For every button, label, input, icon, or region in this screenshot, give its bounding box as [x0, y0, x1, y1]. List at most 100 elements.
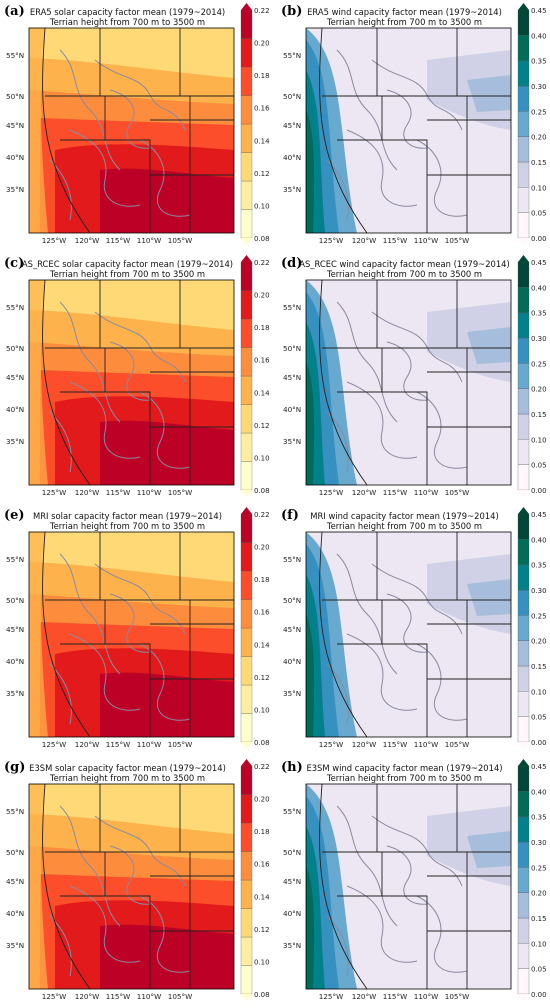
colorbar-swatch — [240, 318, 253, 348]
terrain-contour — [386, 89, 428, 149]
state-border — [60, 643, 151, 737]
colorbar-tick-label: 0.15 — [531, 411, 547, 419]
lon-label: 110°W — [414, 488, 438, 497]
map-subtitle: Terrian height from 700 m to 3500 m — [49, 773, 206, 783]
colorbar-tick-label: 0.10 — [531, 940, 547, 948]
ocean-band — [29, 784, 48, 989]
map-title: ERA5 wind capacity factor mean (1979~201… — [307, 7, 502, 17]
colorbar-swatch — [240, 936, 253, 966]
map-subtitle: Terrian height from 700 m to 3500 m — [49, 17, 206, 27]
colorbar-swatch — [517, 85, 530, 112]
terrain-contour — [416, 895, 468, 973]
colorbar-tick-label: 0.16 — [254, 609, 270, 617]
lat-label: 35°N — [6, 437, 24, 446]
colorbar-tick-label: 0.40 — [531, 536, 547, 544]
lat-label: 55°N — [6, 807, 24, 816]
colorbar-tick-label: 0.35 — [531, 310, 547, 318]
colorbar-swatch — [517, 691, 530, 717]
colorbar-tick-label: 0.16 — [254, 105, 270, 113]
colorbar-tick-label: 0.20 — [254, 544, 270, 552]
colorbar-tick-label: 0.35 — [531, 58, 547, 66]
colorbar-swatch — [517, 187, 530, 213]
terrain-contour — [336, 301, 398, 423]
lon-label: 125°W — [319, 236, 343, 245]
lon-label: 120°W — [352, 488, 376, 497]
wind-band-plains-strong — [467, 75, 511, 112]
panel-h: 0.45 0.40 0.35 0.30 0.25 0.20 0.15 0.10 0.05 0.00… — [277, 756, 550, 1008]
colorbar-tick-label: 0.25 — [531, 864, 547, 872]
colorbar-top-arrow — [241, 759, 252, 766]
colorbar-bottom-arrow — [518, 994, 529, 1001]
solar-band — [100, 924, 234, 989]
lat-label: 40°N — [6, 657, 24, 666]
colorbar-top-arrow — [518, 759, 529, 766]
wind-band-max — [306, 110, 315, 233]
colorbar-tick-label: 0.20 — [531, 890, 547, 898]
colorbar-swatch — [240, 180, 253, 210]
colorbar-swatch — [517, 363, 530, 389]
terrain-contour — [109, 845, 151, 905]
colorbar-tick-label: 0.25 — [531, 612, 547, 620]
panel-b: 0.45 0.40 0.35 0.30 0.25 0.20 0.15 0.10 0.05 0.00… — [277, 0, 550, 252]
colorbar-swatch — [240, 822, 253, 852]
colorbar-tick-label: 0.16 — [254, 357, 270, 365]
terrain-contour — [94, 311, 186, 383]
wind-band-plains-strong — [467, 579, 511, 616]
panel-label: (g) — [4, 760, 26, 775]
lat-label: 55°N — [283, 303, 301, 312]
lat-label: 50°N — [6, 848, 24, 857]
colorbar-swatch — [240, 432, 253, 462]
map-frame — [305, 783, 512, 990]
state-border — [42, 784, 91, 989]
lat-label: 35°N — [6, 689, 24, 698]
lat-label: 45°N — [283, 877, 301, 886]
lat-label: 50°N — [283, 596, 301, 605]
lat-label: 50°N — [6, 344, 24, 353]
wind-band-plains-strong — [467, 327, 511, 364]
lon-label: 110°W — [137, 992, 161, 1001]
lon-label: 125°W — [319, 488, 343, 497]
colorbar-tick-label: 0.22 — [254, 7, 270, 15]
colorbar-tick-label: 0.20 — [254, 796, 270, 804]
lon-label: 125°W — [42, 488, 66, 497]
terrain-contour — [59, 553, 121, 675]
wind-map-d: 0.45 0.40 0.35 0.30 0.25 0.20 0.15 0.10 0.05 0.00… — [283, 255, 547, 497]
terrain-contour — [59, 805, 121, 927]
lat-label: 50°N — [283, 92, 301, 101]
map-subtitle: Terrian height from 700 m to 3500 m — [326, 773, 483, 783]
colorbar-bottom-arrow — [241, 490, 252, 497]
lat-label: 45°N — [283, 373, 301, 382]
ocean-band — [29, 28, 48, 233]
terrain-contour — [371, 311, 463, 383]
map-subtitle: Terrian height from 700 m to 3500 m — [326, 17, 483, 27]
colorbar-swatch — [240, 570, 253, 600]
wind-band-plains-strong — [467, 831, 511, 868]
terrain-contour — [336, 553, 398, 675]
lat-label: 40°N — [283, 153, 301, 162]
colorbar-top-arrow — [518, 507, 529, 514]
solar-map-c: 0.22 0.20 0.18 0.16 0.14 0.12 0.10 0.08 55°N 50°N… — [6, 255, 270, 497]
state-border — [319, 28, 368, 233]
colorbar-tick-label: 0.12 — [254, 674, 270, 682]
lon-label: 115°W — [383, 740, 407, 749]
lon-label: 105°W — [445, 236, 469, 245]
lat-label: 55°N — [283, 807, 301, 816]
colorbar-tick-label: 0.08 — [254, 739, 270, 747]
colorbar-swatch — [240, 656, 253, 686]
state-border — [42, 532, 91, 737]
panel-f: 0.45 0.40 0.35 0.30 0.25 0.20 0.15 0.10 0.05 0.00… — [277, 504, 550, 756]
colorbar-swatch — [517, 287, 530, 313]
colorbar-swatch — [240, 908, 253, 938]
map-frame — [28, 531, 235, 738]
lat-label: 50°N — [283, 848, 301, 857]
lon-label: 105°W — [445, 488, 469, 497]
colorbar-tick-label: 0.08 — [254, 991, 270, 999]
lat-label: 55°N — [283, 51, 301, 60]
lon-label: 105°W — [168, 236, 192, 245]
terrain-contour — [109, 89, 151, 149]
wind-band-max — [306, 362, 315, 485]
colorbar-tick-label: 0.18 — [254, 576, 270, 584]
colorbar-swatch — [517, 60, 530, 87]
colorbar-swatch — [517, 413, 530, 440]
solar-band — [100, 420, 234, 485]
